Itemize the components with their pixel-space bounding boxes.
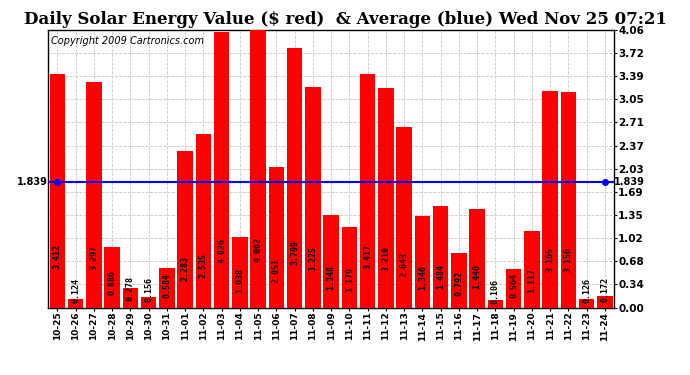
Bar — [287, 48, 302, 308]
Text: 3.210: 3.210 — [382, 246, 391, 271]
Bar — [579, 299, 595, 307]
Bar — [561, 92, 576, 308]
Text: 2.283: 2.283 — [181, 256, 190, 280]
Bar — [123, 288, 138, 308]
Bar — [542, 91, 558, 308]
Text: 1.038: 1.038 — [235, 268, 244, 294]
Text: Daily Solar Energy Value ($ red)  & Average (blue) Wed Nov 25 07:21: Daily Solar Energy Value ($ red) & Avera… — [23, 11, 667, 28]
Bar — [232, 237, 248, 308]
Bar — [305, 87, 321, 308]
Bar — [86, 82, 101, 308]
Text: 4.026: 4.026 — [217, 238, 226, 263]
Bar — [268, 167, 284, 308]
Text: 0.564: 0.564 — [509, 273, 518, 298]
Bar — [360, 74, 375, 308]
Text: 3.412: 3.412 — [53, 244, 62, 269]
Text: 2.643: 2.643 — [400, 252, 408, 277]
Text: 1.839: 1.839 — [17, 177, 48, 187]
Text: 0.278: 0.278 — [126, 276, 135, 301]
Bar — [141, 297, 157, 307]
Text: 4.062: 4.062 — [254, 237, 263, 262]
Text: 3.799: 3.799 — [290, 240, 299, 265]
Text: 1.348: 1.348 — [326, 265, 336, 290]
Bar — [488, 300, 503, 307]
Text: 3.417: 3.417 — [363, 244, 372, 269]
Bar — [68, 299, 83, 307]
Text: 1.346: 1.346 — [418, 265, 427, 290]
Text: 1.440: 1.440 — [473, 264, 482, 290]
Text: 3.225: 3.225 — [308, 246, 317, 271]
Bar — [524, 231, 540, 308]
Text: 1.179: 1.179 — [345, 267, 354, 292]
Bar — [506, 269, 522, 308]
Bar — [342, 227, 357, 308]
Text: 1.484: 1.484 — [436, 264, 445, 289]
Bar — [50, 74, 65, 307]
Text: 1.839: 1.839 — [614, 177, 645, 187]
Text: Copyright 2009 Cartronics.com: Copyright 2009 Cartronics.com — [51, 36, 204, 45]
Bar — [469, 209, 485, 308]
Bar — [250, 30, 266, 308]
Bar — [598, 296, 613, 307]
Text: 0.172: 0.172 — [600, 278, 609, 302]
Bar — [397, 127, 412, 308]
Text: 3.297: 3.297 — [90, 245, 99, 270]
Bar — [415, 216, 431, 308]
Text: 0.126: 0.126 — [582, 278, 591, 303]
Text: 0.124: 0.124 — [71, 278, 80, 303]
Text: 1.117: 1.117 — [527, 268, 536, 292]
Bar — [214, 32, 230, 308]
Text: 0.792: 0.792 — [455, 271, 464, 296]
Text: 0.106: 0.106 — [491, 279, 500, 304]
Bar — [378, 88, 394, 308]
Bar — [324, 215, 339, 308]
Text: 3.156: 3.156 — [564, 247, 573, 272]
Text: 3.165: 3.165 — [546, 247, 555, 272]
Text: 2.535: 2.535 — [199, 253, 208, 278]
Text: 2.051: 2.051 — [272, 258, 281, 283]
Text: 0.584: 0.584 — [162, 273, 171, 298]
Bar — [433, 206, 448, 308]
Bar — [177, 152, 193, 308]
Bar — [451, 254, 466, 308]
Bar — [196, 134, 211, 308]
Bar — [159, 268, 175, 308]
Bar — [104, 247, 120, 308]
Text: 0.156: 0.156 — [144, 278, 153, 303]
Text: 0.886: 0.886 — [108, 270, 117, 295]
